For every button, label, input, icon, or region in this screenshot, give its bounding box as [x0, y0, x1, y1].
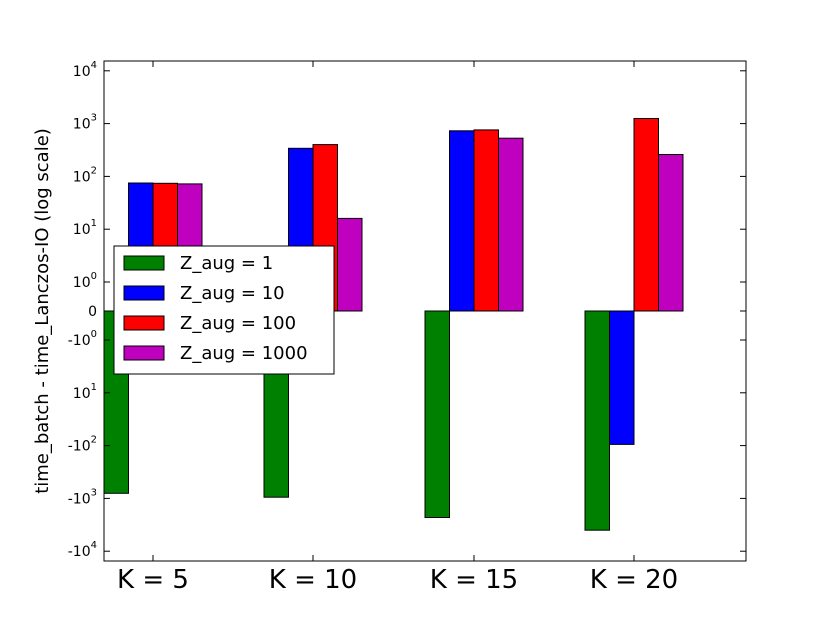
bar-z_aug-10-2: [449, 130, 475, 312]
y-axis-label: time_batch - time_Lanczos-IO (log scale): [32, 128, 53, 494]
y-tick-exponent: 4: [91, 540, 97, 551]
y-tick-label: 102: [73, 165, 97, 185]
legend-entry-label: Z_aug = 1000: [180, 343, 308, 364]
legend-swatch: [123, 255, 165, 271]
x-tick-label: K = 5: [117, 565, 189, 595]
bar-z_aug-10-3: [609, 310, 635, 445]
y-tick-label: -103: [68, 487, 97, 507]
bar-z_aug-1-3: [584, 310, 610, 531]
y-tick-label: 100: [73, 271, 97, 291]
y-tick-exponent: 0: [91, 329, 97, 340]
bar-z_aug-1-2: [424, 310, 450, 518]
x-axis: K = 5 K = 10 K = 15 K = 20: [117, 61, 678, 595]
y-tick-exponent: 1: [91, 218, 97, 229]
y-tick-exponent: 2: [91, 435, 97, 446]
legend-swatch: [123, 345, 165, 361]
bar-z_aug-1000-2: [498, 137, 524, 312]
legend-entry-label: Z_aug = 100: [180, 313, 296, 334]
y-tick-exponent: 0: [91, 271, 97, 282]
y-tick-exponent: 3: [91, 487, 97, 498]
y-tick-exponent: 1: [91, 382, 97, 393]
bar-z_aug-1000-1: [337, 217, 363, 312]
y-tick-label: -102: [68, 435, 97, 455]
y-tick-label: -104: [68, 540, 97, 560]
y-tick-label: 0: [88, 304, 97, 320]
x-tick-label: K = 15: [430, 565, 518, 595]
x-tick-label: K = 10: [269, 565, 357, 595]
x-tick-label: K = 20: [590, 565, 678, 595]
bar-z_aug-1000-3: [658, 154, 684, 312]
y-tick-label: 103: [73, 113, 97, 133]
legend-swatch: [123, 285, 165, 301]
bar-z_aug-100-2: [473, 129, 499, 312]
y-tick-exponent: 2: [91, 165, 97, 176]
legend-swatch: [123, 315, 165, 331]
y-tick-label: 104: [73, 60, 97, 80]
bar-z_aug-100-3: [633, 118, 659, 312]
y-tick-exponent: 4: [91, 60, 97, 71]
y-tick-label: -100: [68, 329, 97, 349]
y-tick-label: 101: [73, 382, 97, 402]
legend-entry-label: Z_aug = 10: [180, 283, 285, 304]
y-tick-label: 101: [73, 218, 97, 238]
y-tick-exponent: 3: [91, 113, 97, 124]
legend: Z_aug = 1 Z_aug = 10 Z_aug = 100 Z_aug = 10…: [113, 245, 335, 375]
legend-entry-label: Z_aug = 1: [180, 253, 273, 274]
